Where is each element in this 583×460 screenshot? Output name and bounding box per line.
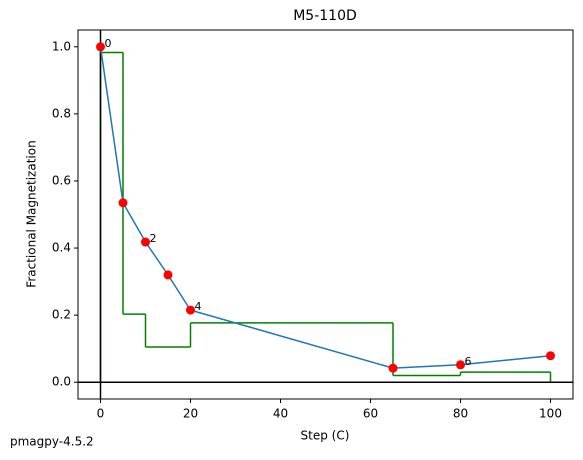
point-label: 6 [465, 355, 472, 368]
data-line [99, 46, 551, 369]
x-tick-label: 60 [363, 407, 378, 421]
y-tick-label: 0.8 [52, 106, 71, 120]
x-tick-label: 80 [453, 407, 468, 421]
y-tick-label: 1.0 [52, 39, 71, 53]
y-tick-label: 0.4 [52, 241, 71, 255]
y-tick-label: 0.2 [52, 308, 71, 322]
x-tick-label: 0 [97, 407, 105, 421]
data-point [141, 237, 150, 247]
x-tick-label: 20 [183, 407, 198, 421]
data-point [96, 42, 105, 52]
point-label: 2 [150, 232, 157, 245]
data-point [546, 351, 555, 361]
data-point [163, 270, 173, 280]
y-axis-label: Fractional Magnetization [25, 140, 39, 287]
x-tick-label: 40 [273, 407, 288, 421]
footer: pmagpy-4.5.2 [10, 435, 94, 449]
chart-title: M5-110D [293, 8, 357, 24]
data-point [456, 360, 465, 370]
data-point [388, 363, 398, 373]
x-axis-label: Step (C) [301, 429, 350, 443]
plot-frame [77, 29, 574, 400]
y-tick-label: 0.0 [52, 375, 71, 389]
y-tick-label: 0.6 [52, 173, 71, 187]
point-label: 0 [105, 37, 112, 50]
point-label: 4 [195, 300, 202, 313]
data-point [186, 305, 195, 315]
data-point [118, 198, 128, 208]
x-tick-label: 100 [539, 407, 562, 421]
